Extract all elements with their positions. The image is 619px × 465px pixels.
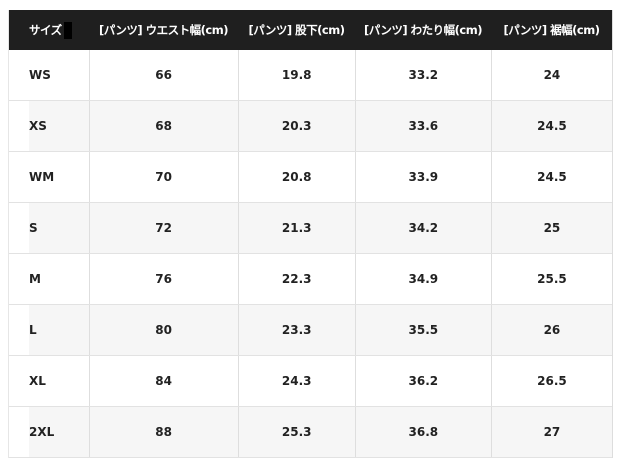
size-cell: 2XL <box>29 425 55 439</box>
value-cell: 23.3 <box>237 305 355 355</box>
table-row: S 72 21.3 34.2 25 <box>9 203 612 254</box>
value-cell: 34.9 <box>354 254 491 304</box>
value-cell: 36.2 <box>354 356 491 406</box>
value-cell: 88 <box>88 407 238 457</box>
value-cell: 80 <box>88 305 238 355</box>
size-table: サイズ [パンツ] ウエスト幅(cm) [パンツ] 股下(cm) [パンツ] わ… <box>8 10 613 458</box>
value-cell: 24.3 <box>237 356 355 406</box>
value-cell: 66 <box>88 50 238 100</box>
size-cell: XS <box>29 119 47 133</box>
size-cell: WS <box>29 68 51 82</box>
value-cell: 24.5 <box>490 101 612 151</box>
value-cell: 68 <box>88 101 238 151</box>
value-cell: 35.5 <box>354 305 491 355</box>
table-row: XS 68 20.3 33.6 24.5 <box>9 101 612 152</box>
header-hem: [パンツ] 裾幅(cm) <box>503 23 600 37</box>
value-cell: 25.5 <box>490 254 612 304</box>
table-row: 2XL 88 25.3 36.8 27 <box>9 407 612 458</box>
value-cell: 26.5 <box>490 356 612 406</box>
header-waist: [パンツ] ウエスト幅(cm) <box>99 23 228 37</box>
value-cell: 19.8 <box>237 50 355 100</box>
value-cell: 20.8 <box>237 152 355 202</box>
value-cell: 24 <box>490 50 612 100</box>
size-cell: L <box>29 323 37 337</box>
value-cell: 34.2 <box>354 203 491 253</box>
size-cell: WM <box>29 170 55 184</box>
table-row: L 80 23.3 35.5 26 <box>9 305 612 356</box>
table-header: サイズ [パンツ] ウエスト幅(cm) [パンツ] 股下(cm) [パンツ] わ… <box>9 10 612 50</box>
value-cell: 27 <box>490 407 612 457</box>
size-cell: M <box>29 272 41 286</box>
table-row: XL 84 24.3 36.2 26.5 <box>9 356 612 407</box>
size-cell: XL <box>29 374 46 388</box>
value-cell: 72 <box>88 203 238 253</box>
value-cell: 24.5 <box>490 152 612 202</box>
value-cell: 21.3 <box>237 203 355 253</box>
value-cell: 25 <box>490 203 612 253</box>
value-cell: 76 <box>88 254 238 304</box>
table-row: WS 66 19.8 33.2 24 <box>9 50 612 101</box>
redaction-box <box>63 21 72 39</box>
header-inseam: [パンツ] 股下(cm) <box>248 23 345 37</box>
value-cell: 33.9 <box>354 152 491 202</box>
header-thigh: [パンツ] わたり幅(cm) <box>364 23 482 37</box>
value-cell: 26 <box>490 305 612 355</box>
value-cell: 84 <box>88 356 238 406</box>
size-cell: S <box>29 221 38 235</box>
table-row: M 76 22.3 34.9 25.5 <box>9 254 612 305</box>
value-cell: 70 <box>88 152 238 202</box>
header-label: サイズ <box>29 23 62 37</box>
value-cell: 33.2 <box>354 50 491 100</box>
value-cell: 33.6 <box>354 101 491 151</box>
value-cell: 20.3 <box>237 101 355 151</box>
header-size: サイズ <box>9 21 89 39</box>
value-cell: 22.3 <box>237 254 355 304</box>
value-cell: 36.8 <box>354 407 491 457</box>
table-row: WM 70 20.8 33.9 24.5 <box>9 152 612 203</box>
value-cell: 25.3 <box>237 407 355 457</box>
